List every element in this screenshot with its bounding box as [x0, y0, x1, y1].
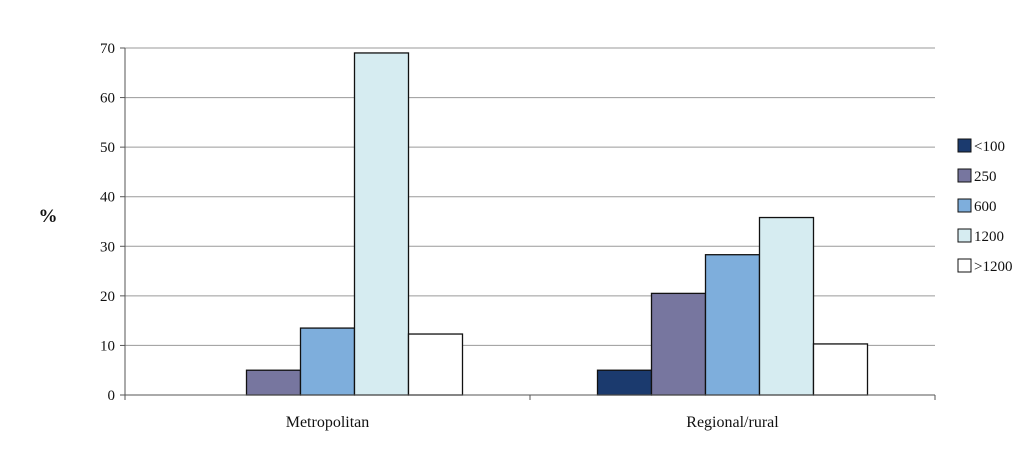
legend-entry: 1200 [974, 229, 1004, 245]
y-tick-label: 30 [100, 239, 115, 255]
legend-entry: <100 [974, 139, 1005, 155]
legend-entry: >1200 [974, 259, 1012, 275]
y-tick-label: 0 [108, 388, 116, 404]
legend-swatch [957, 258, 972, 273]
legend-swatch [957, 228, 972, 243]
axes: 0 10 20 30 40 50 60 70 Metropolitan Regional/rura… [100, 41, 936, 431]
bar [596, 369, 653, 396]
legend-entry: 250 [974, 169, 997, 185]
x-tick-label: Metropolitan [286, 414, 370, 431]
bar [299, 327, 356, 396]
bar [704, 254, 761, 396]
bar [650, 292, 707, 396]
bar [407, 333, 464, 396]
y-tick-label: 60 [100, 91, 115, 107]
bar [245, 369, 302, 396]
y-tick-label: 70 [100, 41, 115, 57]
bars [245, 52, 869, 396]
gridlines [125, 47, 935, 346]
y-tick-label: 40 [100, 190, 115, 206]
legend-swatch [957, 138, 972, 153]
legend-swatch [957, 198, 972, 213]
legend-swatch [957, 168, 972, 183]
y-axis-label: % [39, 206, 58, 227]
legend-entry: 600 [974, 199, 997, 215]
legend: <100 250 600 1200 >1200 [957, 138, 1012, 275]
bar [758, 216, 815, 396]
y-tick-label: 20 [100, 289, 115, 305]
y-tick-label: 10 [100, 338, 115, 354]
y-tick-label: 50 [100, 140, 115, 156]
x-tick-label: Regional/rural [686, 414, 779, 431]
bar [353, 52, 410, 396]
bar [812, 343, 869, 396]
